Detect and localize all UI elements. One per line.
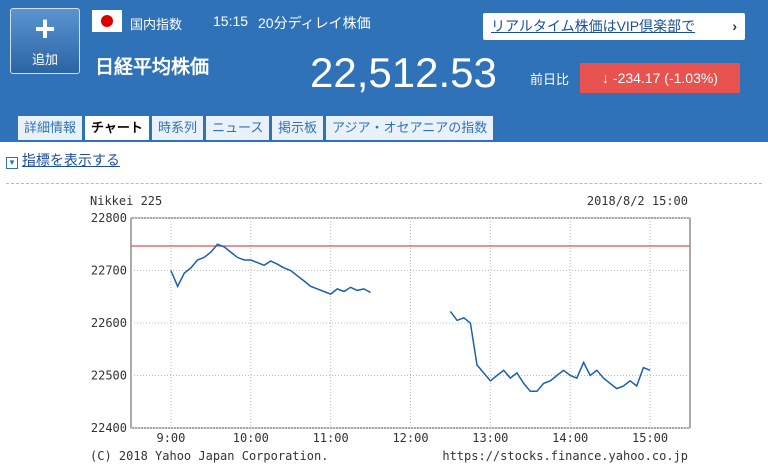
- footer-right: https://stocks.finance.yahoo.co.jp: [442, 449, 688, 463]
- x-tick-label: 14:00: [552, 431, 588, 445]
- stock-name: 日経平均株価: [95, 57, 210, 78]
- time: 15:15: [213, 13, 249, 29]
- indicator-toggle[interactable]: ▼ 指標を表示する: [6, 150, 120, 170]
- price: 22,512.53: [310, 49, 497, 96]
- footer-left: (C) 2018 Yahoo Japan Corporation.: [90, 449, 328, 463]
- change: -234.17 (-1.03%): [612, 70, 718, 86]
- divider: [6, 183, 762, 184]
- tab[interactable]: ニュース: [206, 116, 271, 140]
- tab[interactable]: チャート: [85, 116, 150, 140]
- add-label: 追加: [31, 52, 58, 67]
- chart: Nikkei 225 2018/8/2 15:00 (C) 2018 Yahoo…: [90, 194, 691, 463]
- y-tick-label: 22400: [91, 421, 127, 435]
- delay: 20分ディレイ株価: [258, 15, 371, 31]
- tab[interactable]: 時系列: [152, 116, 205, 140]
- x-tick-label: 11:00: [313, 431, 349, 445]
- tab[interactable]: アジア・オセアニアの指数: [326, 116, 495, 140]
- change-label: 前日比: [530, 72, 570, 87]
- indicator-text: 指標を表示する: [21, 152, 120, 168]
- y-tick-label: 22700: [91, 264, 127, 278]
- chart-subtitle: 2018/8/2 15:00: [587, 194, 688, 208]
- tab[interactable]: 詳細情報: [18, 116, 84, 140]
- x-tick-label: 15:00: [632, 431, 668, 445]
- vip-link[interactable]: リアルタイム株価はVIP倶楽部で ›: [483, 13, 745, 40]
- x-tick-label: 12:00: [392, 431, 428, 445]
- y-tick-label: 22500: [91, 369, 127, 383]
- x-tick-label: 10:00: [233, 431, 269, 445]
- chart-title: Nikkei 225: [90, 194, 162, 208]
- price-line: [170, 243, 651, 393]
- y-tick-label: 22600: [91, 316, 127, 330]
- x-tick-label: 9:00: [156, 431, 185, 445]
- vip-text: リアルタイム株価はVIP倶楽部で: [491, 18, 696, 34]
- market: 国内指数: [130, 17, 183, 32]
- flag: [92, 10, 122, 32]
- x-tick-label: 13:00: [472, 431, 508, 445]
- tab[interactable]: 掲示板: [272, 116, 325, 140]
- add-button[interactable]: + 追加: [10, 8, 80, 74]
- y-tick-label: 22800: [91, 211, 127, 225]
- change-box: ↓ -234.17 (-1.03%): [580, 63, 740, 93]
- header: + 追加 国内指数 15:15 20分ディレイ株価 日経平均株価 22,512.…: [0, 0, 768, 142]
